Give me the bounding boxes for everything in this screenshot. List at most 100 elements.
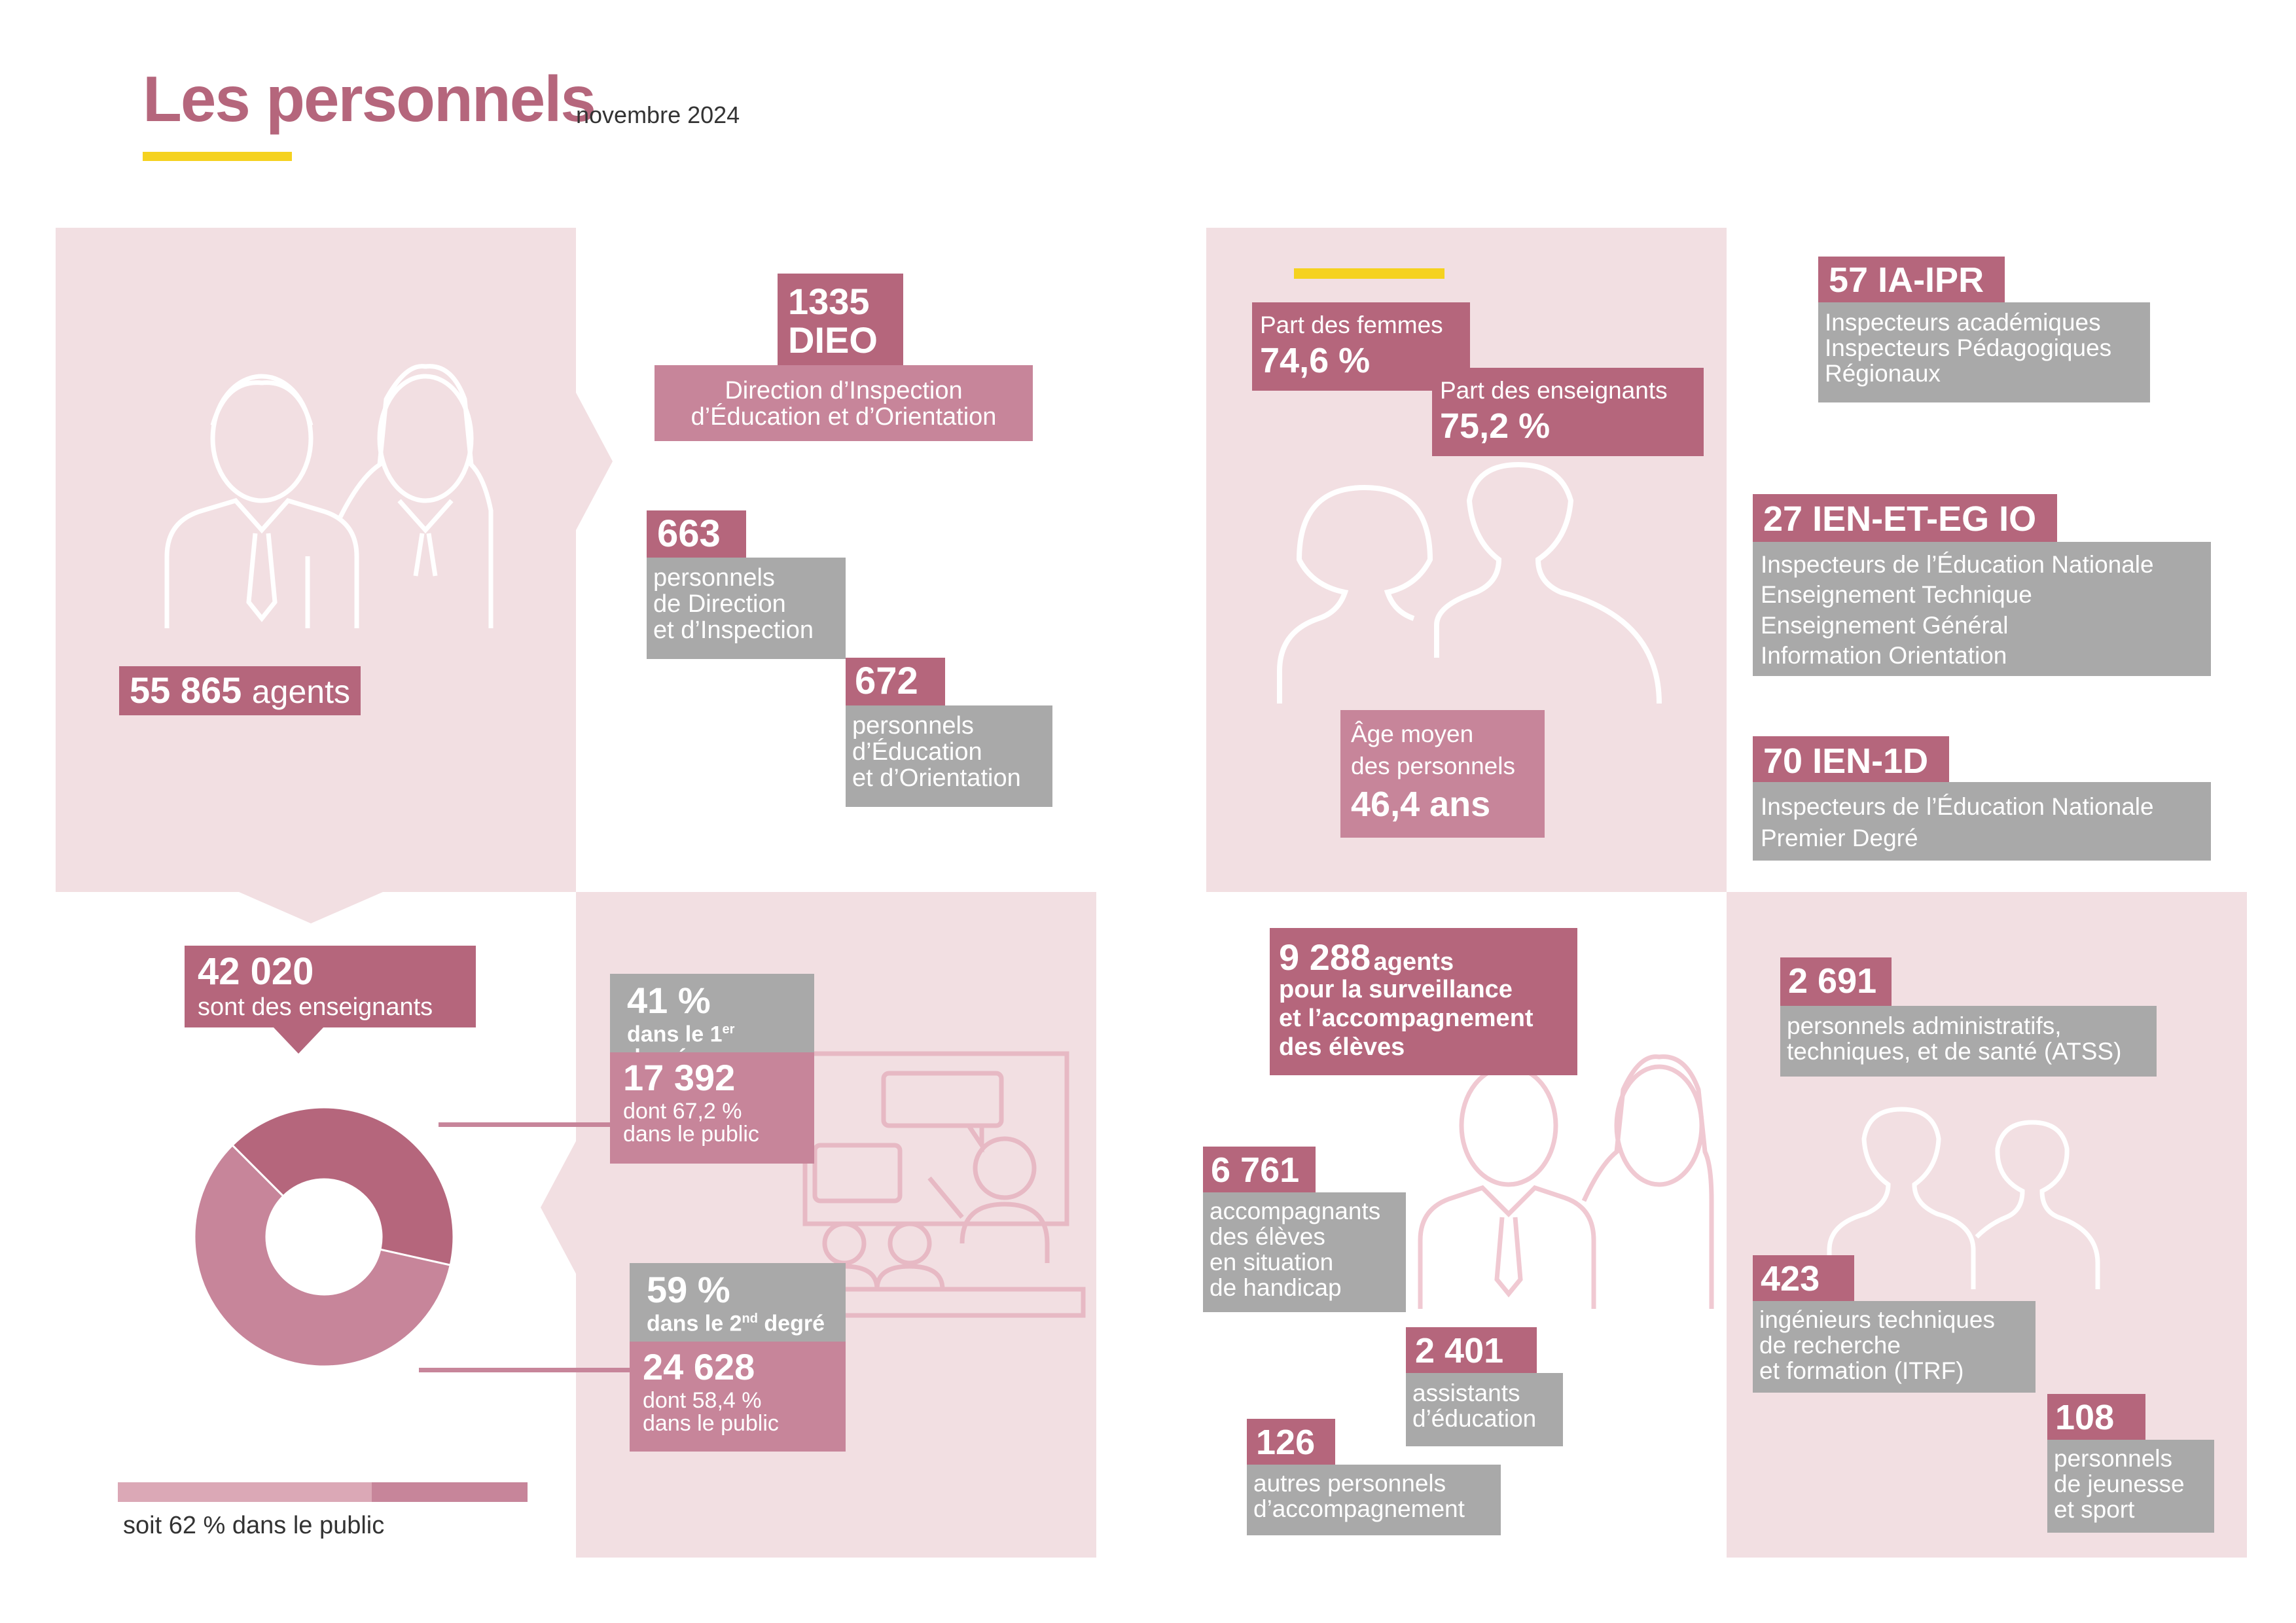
- second-degree-percent: 59 %: [647, 1269, 730, 1310]
- donut-segment-first-degree: [230, 1106, 455, 1266]
- direction-line2: de Direction: [653, 590, 786, 618]
- assistants-badge: 2 401: [1406, 1327, 1537, 1378]
- handicap-line1: accompagnants: [1210, 1198, 1381, 1224]
- handicap-badge: 6 761: [1203, 1147, 1316, 1198]
- direction-line3: et d’Inspection: [653, 616, 814, 644]
- connector-line-second: [419, 1368, 632, 1372]
- second-degree-share: 59 % dans le 2nd degré: [630, 1263, 846, 1342]
- second-degree-count-box: 24 628 dont 58,4 % dans le public: [630, 1342, 846, 1452]
- first-degree-percent: 41 %: [627, 980, 711, 1021]
- ien-et-line2: Enseignement Technique: [1761, 581, 2032, 609]
- women-share-value: 74,6 %: [1260, 340, 1371, 380]
- second-degree-label-pre: dans le 2: [647, 1311, 742, 1336]
- handicap-line4: de handicap: [1210, 1274, 1342, 1301]
- ien-et-line1: Inspecteurs de l’Éducation Nationale: [1761, 551, 2154, 578]
- second-degree-label-sup: nd: [742, 1311, 758, 1326]
- jeunesse-line2: de jeunesse: [2054, 1470, 2185, 1497]
- jeunesse-line1: personnels: [2054, 1445, 2173, 1472]
- agents-total-badge: 55 865 agents: [119, 666, 361, 715]
- handicap-line3: en situation: [1210, 1248, 1334, 1275]
- jeunesse-desc: personnels de jeunesse et sport: [2047, 1440, 2214, 1533]
- teachers-share-box: Part des enseignants 75,2 %: [1432, 368, 1704, 456]
- assistants-line2: d’éducation: [1412, 1404, 1537, 1432]
- public-share-label: soit 62 % dans le public: [123, 1512, 385, 1539]
- agents-total-value: 55 865: [130, 669, 242, 711]
- teachers-value: 42 020: [198, 950, 314, 993]
- teachers-donut-chart: [193, 1106, 455, 1368]
- itrf-line3: et formation (ITRF): [1759, 1357, 1964, 1384]
- second-degree-label-post: degré: [757, 1311, 825, 1336]
- second-degree-public-line2: dans le public: [643, 1411, 779, 1436]
- ien-1d-desc: Inspecteurs de l’Éducation Nationale Pre…: [1753, 782, 2211, 861]
- jeunesse-line3: et sport: [2054, 1495, 2135, 1523]
- age-value: 46,4 ans: [1351, 784, 1491, 824]
- education-desc: personnels d’Éducation et d’Orientation: [846, 705, 1052, 807]
- atss-line2: techniques, et de santé (ATSS): [1787, 1037, 2122, 1065]
- page-subtitle: novembre 2024: [576, 101, 740, 128]
- autres-line1: autres personnels: [1253, 1470, 1446, 1497]
- handicap-desc: accompagnants des élèves en situation de…: [1203, 1192, 1406, 1312]
- panel-agents-down-arrow: [239, 892, 383, 923]
- age-line2: des personnels: [1351, 752, 1515, 779]
- second-degree-count: 24 628: [643, 1346, 755, 1387]
- panel-degrees-arrow: [541, 1139, 577, 1276]
- age-line1: Âge moyen: [1351, 721, 1474, 747]
- second-degree-label: dans le 2nd degré: [647, 1311, 829, 1336]
- education-badge: 672: [846, 658, 945, 707]
- teachers-share-label: Part des enseignants: [1440, 377, 1668, 404]
- connector-line-first: [439, 1122, 610, 1127]
- education-line2: d’Éducation: [852, 738, 982, 766]
- staff-pair-icon: [1418, 1054, 1714, 1309]
- atss-badge: 2 691: [1780, 957, 1892, 1011]
- dieo-desc-line1: Direction d’Inspection: [725, 377, 963, 404]
- ien-1d-line2: Premier Degré: [1761, 825, 1918, 852]
- ia-ipr-badge: 57 IA-IPR: [1818, 257, 2005, 308]
- teachers-share-value: 75,2 %: [1440, 406, 1551, 446]
- autres-line2: d’accompagnement: [1253, 1495, 1465, 1522]
- ien-et-desc: Inspecteurs de l’Éducation Nationale Ens…: [1753, 542, 2211, 676]
- itrf-desc: ingénieurs techniques de recherche et fo…: [1753, 1301, 2036, 1393]
- ien-1d-line1: Inspecteurs de l’Éducation Nationale: [1761, 793, 2154, 820]
- ien-et-line4: Information Orientation: [1761, 641, 2007, 669]
- direction-desc: personnels de Direction et d’Inspection: [647, 558, 846, 659]
- dieo-value-line2: DIEO: [788, 319, 878, 361]
- assistants-desc: assistants d’éducation: [1406, 1373, 1563, 1446]
- surveillance-unit: agents: [1373, 948, 1454, 976]
- handicap-line2: des élèves: [1210, 1222, 1325, 1250]
- direction-line1: personnels: [653, 564, 775, 592]
- second-degree-public-line1: dont 58,4 %: [643, 1387, 762, 1413]
- public-share-bar-rest: [372, 1482, 528, 1502]
- surveillance-line3: des élèves: [1279, 1033, 1405, 1061]
- first-degree-count: 17 392: [623, 1057, 736, 1098]
- direction-badge: 663: [647, 510, 746, 560]
- surveillance-line2: et l’accompagnement: [1279, 1004, 1534, 1032]
- surveillance-headline: 9 288 agents: [1279, 938, 1568, 977]
- atss-desc: personnels administratifs, techniques, e…: [1780, 1006, 2157, 1077]
- surveillance-line1: pour la surveillance: [1279, 975, 1513, 1003]
- first-degree-share: 41 % dans le 1er degré: [610, 974, 814, 1069]
- first-degree-public-line1: dont 67,2 %: [623, 1098, 742, 1124]
- ia-ipr-line3: Régionaux: [1825, 359, 1941, 387]
- first-degree-public-line2: dans le public: [623, 1122, 759, 1147]
- autres-desc: autres personnels d’accompagnement: [1247, 1465, 1501, 1535]
- public-share-bar-fill: [118, 1482, 372, 1502]
- silhouettes-icon: [1277, 461, 1662, 704]
- silhouettes-small-icon: [1827, 1107, 2100, 1289]
- dieo-desc-line2: d’Éducation et d’Orientation: [691, 402, 997, 431]
- title-underline: [143, 152, 292, 161]
- ien-et-line3: Enseignement Général: [1761, 611, 2009, 639]
- itrf-badge: 423: [1753, 1255, 1854, 1306]
- ia-ipr-line1: Inspecteurs académiques: [1825, 309, 2101, 336]
- first-degree-label-sup: er: [722, 1022, 735, 1037]
- dieo-badge: 1335 DIEO: [778, 274, 903, 365]
- dieo-value-line1: 1335: [788, 281, 870, 322]
- atss-line1: personnels administratifs,: [1787, 1012, 2062, 1039]
- ien-1d-badge: 70 IEN-1D: [1753, 736, 1949, 790]
- people-icon: [164, 364, 493, 628]
- ien-et-badge: 27 IEN-ET-EG IO: [1753, 494, 2057, 548]
- donut-segment-second-degree: [193, 1143, 452, 1368]
- teachers-label: sont des enseignants: [198, 993, 433, 1021]
- teachers-badge: 42 020 sont des enseignants: [185, 946, 476, 1027]
- first-degree-count-box: 17 392 dont 67,2 % dans le public: [610, 1052, 814, 1164]
- dieo-desc: Direction d’Inspection d’Éducation et d’…: [655, 365, 1033, 441]
